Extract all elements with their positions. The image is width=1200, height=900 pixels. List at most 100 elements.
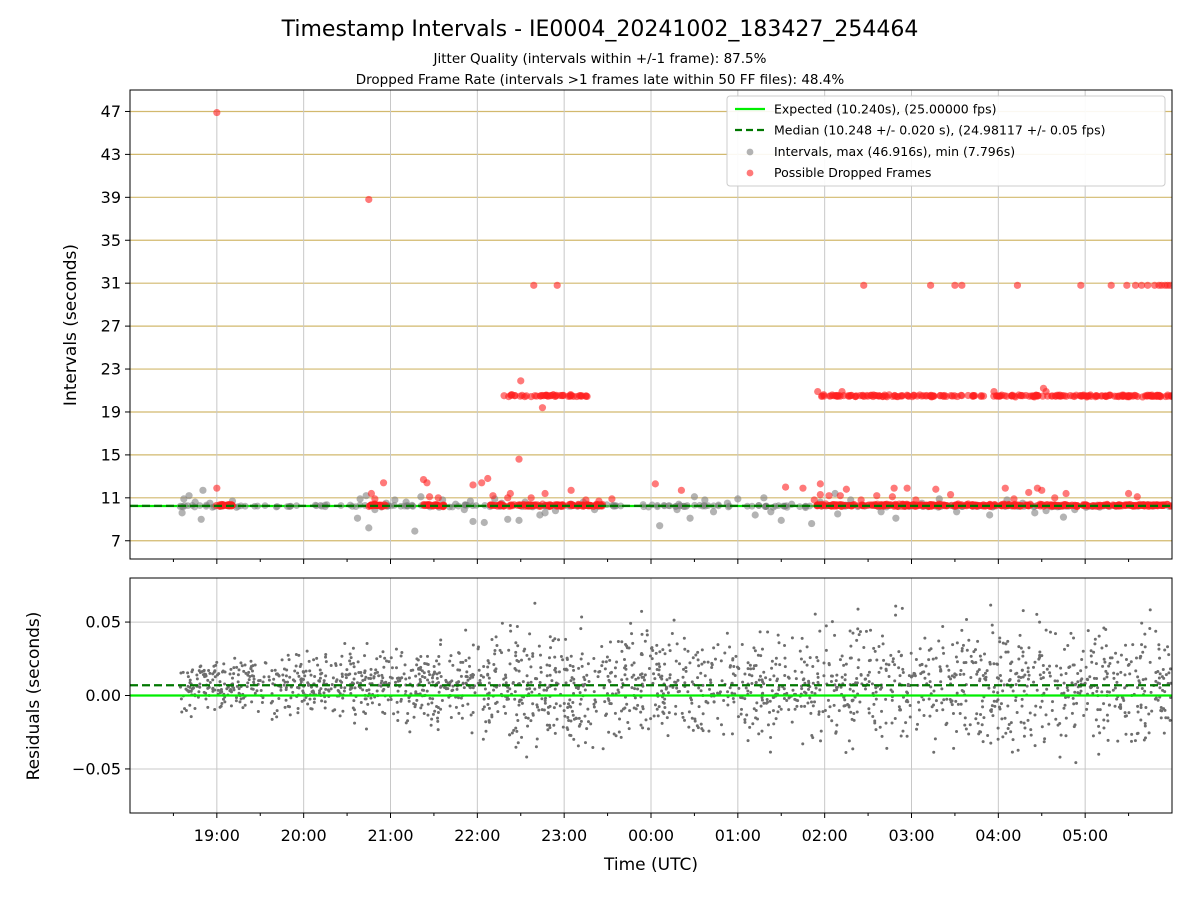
residual-point [214, 663, 218, 667]
residual-point [608, 671, 612, 675]
residual-point [984, 675, 988, 679]
residual-point [731, 672, 735, 676]
residual-point [1103, 660, 1107, 664]
dropped-frame-point [838, 387, 846, 396]
residual-point [811, 736, 815, 740]
x-tick-label: 02:00 [802, 826, 848, 845]
residual-point [280, 658, 284, 662]
residual-point [663, 697, 667, 701]
residual-point [977, 732, 981, 736]
residual-point [487, 706, 491, 710]
residual-point [246, 681, 250, 685]
residual-point [444, 680, 448, 684]
residual-point [304, 669, 308, 673]
residual-point [358, 681, 362, 685]
residual-point [1140, 686, 1144, 690]
residual-point [570, 709, 574, 713]
residual-point [689, 696, 693, 700]
residual-point [992, 662, 996, 666]
residual-point [245, 685, 249, 689]
residual-point [562, 702, 566, 706]
residual-point [833, 683, 837, 687]
residual-point [540, 697, 544, 701]
residual-point [1042, 671, 1046, 675]
residual-point [982, 716, 986, 720]
residual-point [756, 653, 760, 657]
residual-point [769, 736, 773, 740]
top-y-tick-label: 23 [101, 360, 121, 379]
residual-point [399, 697, 403, 701]
residual-point [284, 688, 288, 692]
residual-point [1086, 629, 1090, 633]
residual-point [586, 662, 590, 666]
residual-point [435, 672, 439, 676]
residual-point [553, 655, 557, 659]
residual-point [901, 671, 905, 675]
residual-point [216, 688, 220, 692]
chart-subtitle-jitter: Jitter Quality (intervals within +/-1 fr… [433, 51, 767, 67]
residual-point [628, 709, 632, 713]
residual-point [1102, 677, 1106, 681]
residual-point [900, 606, 904, 610]
residual-point [1106, 719, 1110, 723]
residual-point [933, 737, 937, 741]
residual-point [249, 659, 253, 663]
residual-point [181, 670, 185, 674]
residual-point [486, 665, 490, 669]
legend-intervals-marker-icon [746, 148, 754, 156]
residual-point [625, 677, 629, 681]
residual-point [487, 697, 491, 701]
residual-point [1024, 661, 1028, 665]
residual-point [879, 687, 883, 691]
residual-point [728, 645, 732, 649]
residual-point [1143, 724, 1147, 728]
residual-point [1044, 628, 1048, 632]
dropped-frame-point [213, 108, 221, 117]
residual-point [1091, 691, 1095, 695]
residual-point [901, 667, 905, 671]
residual-point [487, 676, 491, 680]
residual-point [760, 647, 764, 651]
residual-point [334, 662, 338, 666]
residual-point [496, 710, 500, 714]
residual-point [992, 685, 996, 689]
residual-point [546, 728, 550, 732]
residual-point [322, 679, 326, 683]
residual-point [1062, 681, 1066, 685]
residual-point [701, 683, 705, 687]
residual-point [743, 718, 747, 722]
residual-point [640, 632, 644, 636]
residual-point [655, 667, 659, 671]
residual-point [939, 680, 943, 684]
residual-point [1158, 672, 1162, 676]
residual-point [977, 668, 981, 672]
residual-point [1007, 679, 1011, 683]
residual-point [428, 673, 432, 677]
residual-point [502, 677, 506, 681]
residual-point [348, 672, 352, 676]
residual-point [981, 674, 985, 678]
residual-point [885, 746, 889, 750]
residual-point [364, 727, 368, 731]
residual-point [286, 680, 290, 684]
residual-point [520, 701, 524, 705]
residual-point [243, 663, 247, 667]
residual-point [256, 710, 260, 714]
residual-point [734, 654, 738, 658]
residual-point [627, 727, 631, 731]
residual-point [1017, 679, 1021, 683]
residual-point [807, 687, 811, 691]
dropped-frame-point [1102, 392, 1110, 400]
residual-point [1063, 703, 1067, 707]
residual-point [725, 631, 729, 635]
residual-point [1067, 666, 1071, 670]
residual-point [220, 690, 224, 694]
residual-point [660, 721, 664, 725]
residual-point [1167, 671, 1171, 675]
residual-point [233, 656, 237, 660]
residual-point [1065, 686, 1069, 690]
residual-point [1149, 690, 1153, 694]
residual-point [435, 676, 439, 680]
residual-point [342, 689, 346, 693]
residual-point [701, 712, 705, 716]
